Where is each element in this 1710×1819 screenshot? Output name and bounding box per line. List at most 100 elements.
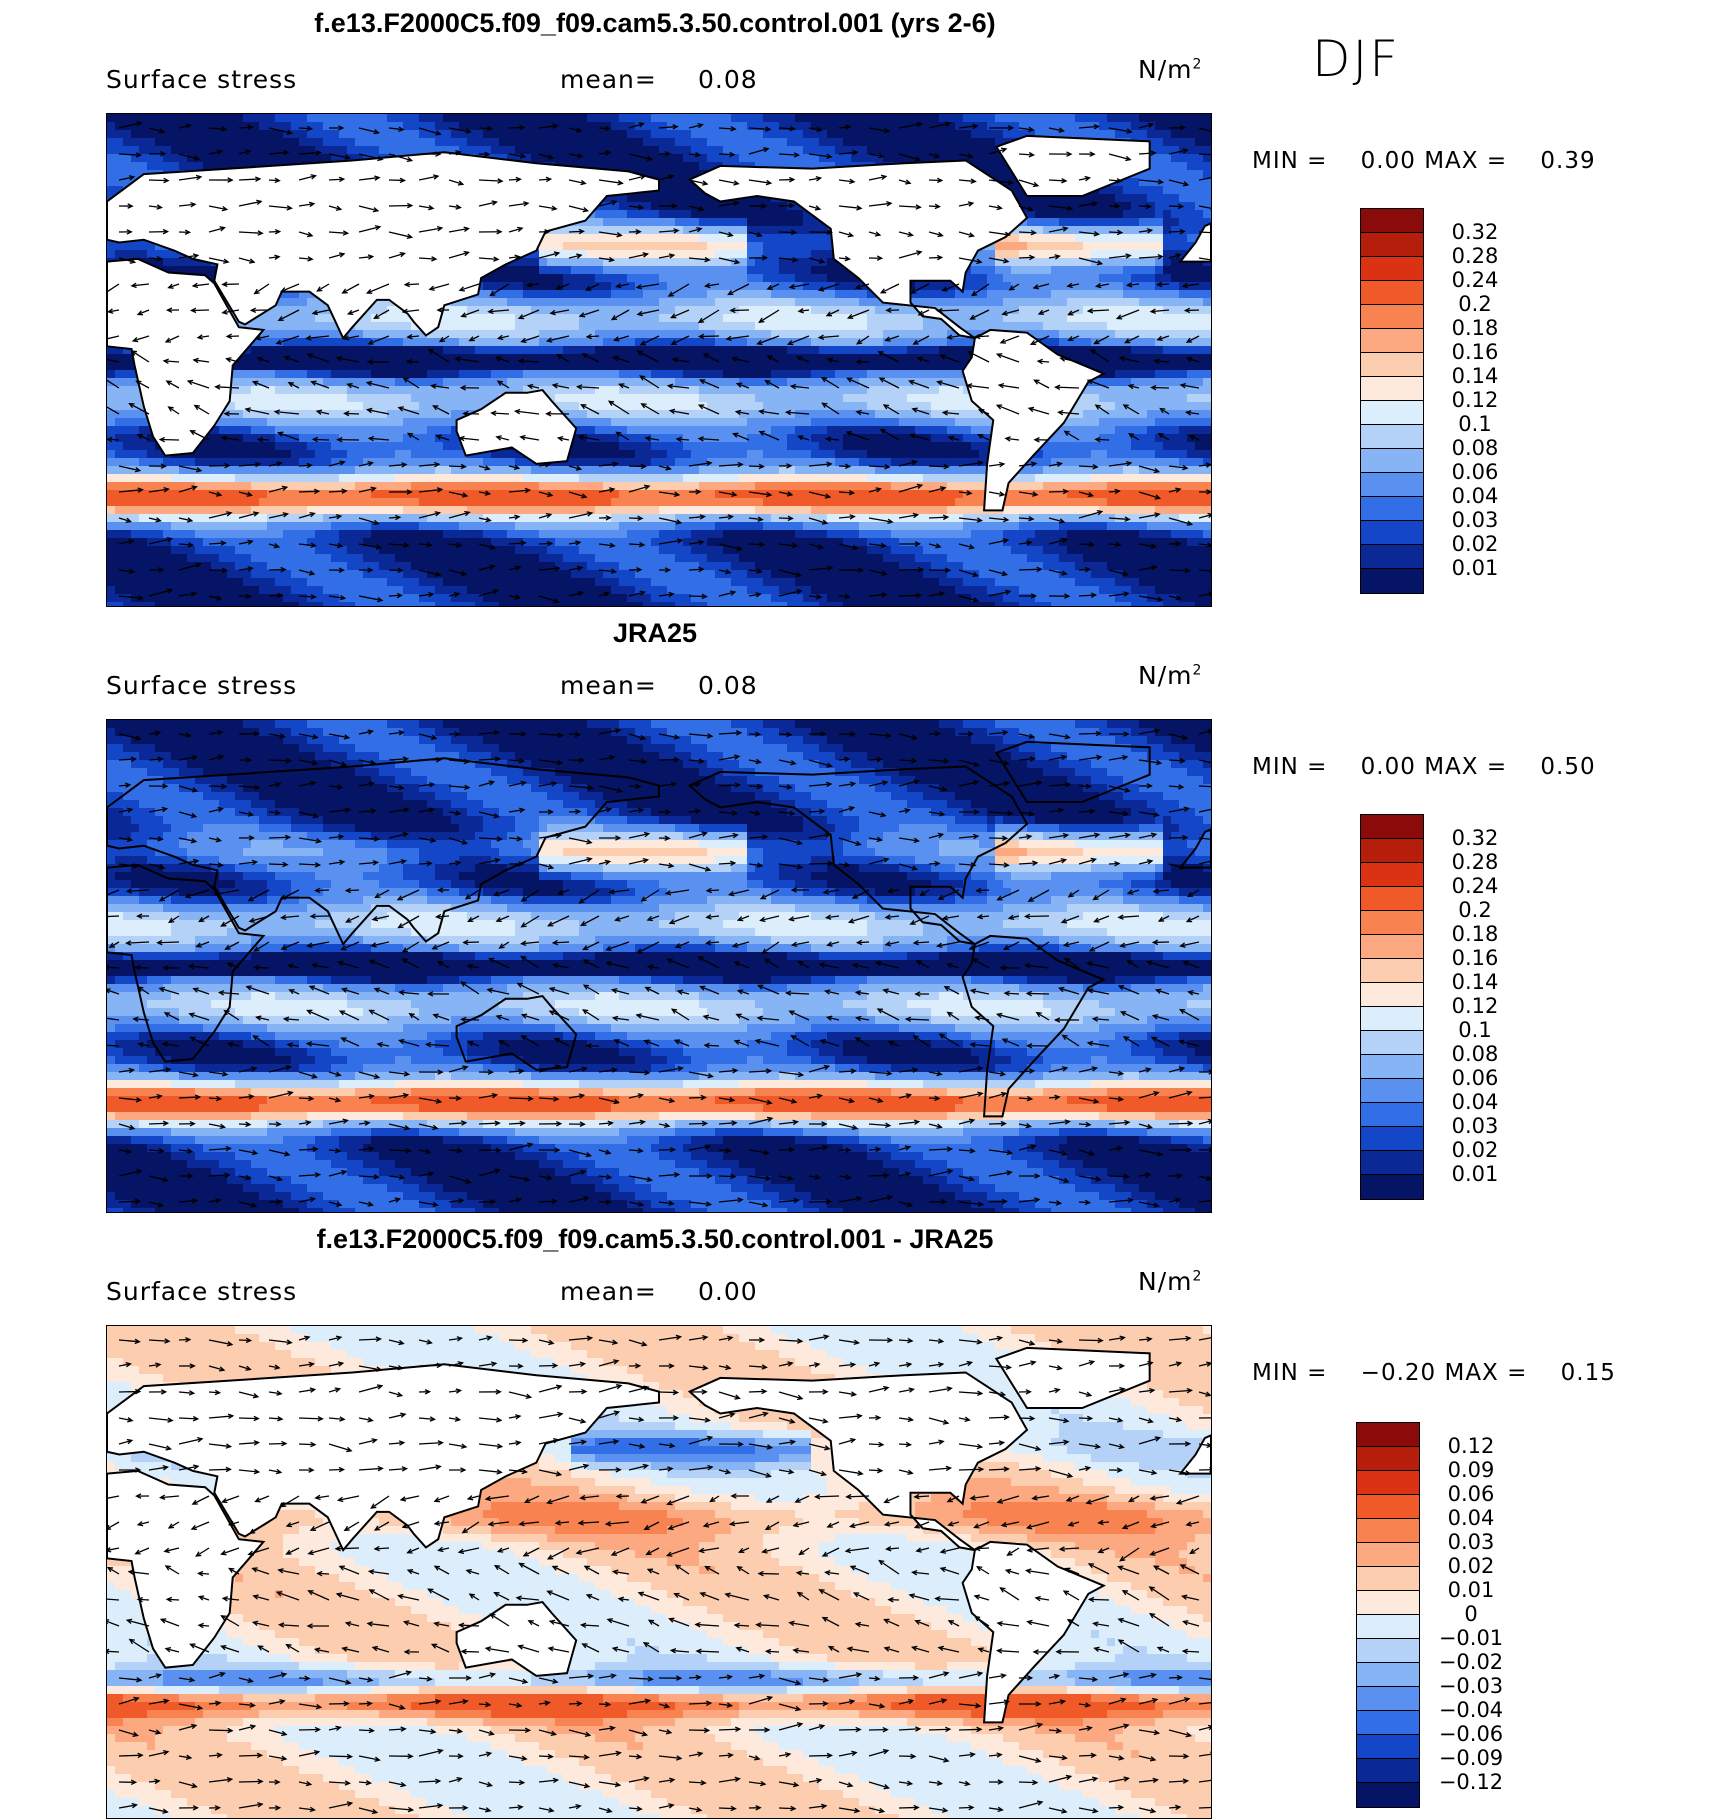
colorbar-label: 0.12: [1430, 994, 1520, 1018]
coastline: [107, 1363, 660, 1552]
colorbar-swatch: [1361, 401, 1423, 425]
colorbar-label: −0.09: [1426, 1746, 1516, 1770]
colorbar-label: 0.14: [1430, 364, 1520, 388]
coastline: [107, 1469, 266, 1669]
colorbar-swatch: [1361, 1175, 1423, 1199]
min-max-readout: MIN = 0.00 MAX = 0.39: [1252, 148, 1596, 174]
colorbar-swatch: [1361, 887, 1423, 911]
colorbar-swatch: [1357, 1735, 1419, 1759]
mean-label: mean=: [560, 1277, 657, 1306]
colorbar-label: 0.16: [1430, 946, 1520, 970]
field-label: Surface stress: [106, 65, 297, 94]
colorbar-label: 0.04: [1430, 1090, 1520, 1114]
map-diff: [106, 1325, 1212, 1819]
min-max-readout: MIN = −0.20 MAX = 0.15: [1252, 1360, 1616, 1386]
colorbar-swatch: [1361, 911, 1423, 935]
colorbar-swatch: [1361, 545, 1423, 569]
stress-vectors: [107, 120, 1211, 604]
panel-title: f.e13.F2000C5.f09_f09.cam5.3.50.control.…: [105, 1224, 1205, 1255]
colorbar-swatch: [1361, 497, 1423, 521]
colorbar-swatch: [1361, 425, 1423, 449]
colorbar-swatch: [1357, 1471, 1419, 1495]
colorbar-swatch: [1361, 473, 1423, 497]
colorbar-swatch: [1357, 1447, 1419, 1471]
panel-title: JRA25: [105, 618, 1205, 649]
coastline: [455, 994, 578, 1071]
colorbar-swatch: [1361, 569, 1423, 593]
colorbar-label: 0.28: [1430, 850, 1520, 874]
colorbar-swatch: [1361, 1007, 1423, 1031]
colorbar-swatch: [1361, 233, 1423, 257]
colorbar: [1360, 814, 1424, 1200]
colorbar-label: 0.28: [1430, 244, 1520, 268]
colorbar-swatch: [1361, 1031, 1423, 1055]
colorbar-label: 0.24: [1430, 874, 1520, 898]
map-model: [106, 113, 1212, 607]
colorbar-swatch: [1361, 377, 1423, 401]
colorbar: [1356, 1422, 1420, 1808]
colorbar-label: −0.02: [1426, 1650, 1516, 1674]
colorbar-swatch: [1357, 1639, 1419, 1663]
stress-vectors: [107, 1334, 1211, 1815]
colorbar-label: −0.12: [1426, 1770, 1516, 1794]
colorbar-swatch: [1357, 1783, 1419, 1807]
field-label: Surface stress: [106, 1277, 297, 1306]
colorbar-label: 0.32: [1430, 220, 1520, 244]
min-max-readout: MIN = 0.00 MAX = 0.50: [1252, 754, 1596, 780]
colorbar-swatch: [1361, 329, 1423, 353]
panel-model: f.e13.F2000C5.f09_f09.cam5.3.50.control.…: [0, 0, 1710, 607]
colorbar-swatch: [1361, 449, 1423, 473]
coastline: [455, 1600, 578, 1677]
colorbar-swatch: [1357, 1759, 1419, 1783]
stress-vectors: [107, 728, 1211, 1208]
colorbar-swatch: [1357, 1519, 1419, 1543]
colorbar-label: 0.03: [1426, 1530, 1516, 1554]
colorbar-swatch: [1361, 1079, 1423, 1103]
colorbar-swatch: [1357, 1495, 1419, 1519]
colorbar-swatch: [1357, 1687, 1419, 1711]
colorbar-label: 0.16: [1430, 340, 1520, 364]
mean-label: mean=: [560, 65, 657, 94]
colorbar-label: 0.12: [1426, 1434, 1516, 1458]
colorbar-label: −0.06: [1426, 1722, 1516, 1746]
colorbar-swatch: [1361, 1151, 1423, 1175]
colorbar-label: 0.04: [1426, 1506, 1516, 1530]
colorbar-label: 0.32: [1430, 826, 1520, 850]
coastline: [961, 934, 1106, 1118]
colorbar-label: 0.02: [1430, 532, 1520, 556]
colorbar-swatch: [1357, 1567, 1419, 1591]
colorbar-label: 0.04: [1430, 484, 1520, 508]
colorbar-label: 0.2: [1430, 292, 1520, 316]
colorbar-label: 0.24: [1430, 268, 1520, 292]
units-label: N/m2: [1138, 55, 1202, 84]
colorbar-swatch: [1357, 1423, 1419, 1447]
colorbar-label: 0.18: [1430, 922, 1520, 946]
colorbar-label: 0.18: [1430, 316, 1520, 340]
coastline: [961, 1540, 1106, 1724]
colorbar-swatch: [1357, 1615, 1419, 1639]
colorbar-label: 0.01: [1430, 556, 1520, 580]
colorbar-label: 0.14: [1430, 970, 1520, 994]
panel-title: f.e13.F2000C5.f09_f09.cam5.3.50.control.…: [105, 8, 1205, 39]
colorbar-swatch: [1361, 521, 1423, 545]
coastline: [107, 757, 660, 946]
units-label: N/m2: [1138, 1267, 1202, 1296]
colorbar-swatch: [1361, 1103, 1423, 1127]
units-label: N/m2: [1138, 661, 1202, 690]
colorbar-label: 0.08: [1430, 1042, 1520, 1066]
colorbar-swatch: [1361, 983, 1423, 1007]
colorbar-swatch: [1361, 839, 1423, 863]
colorbar-swatch: [1361, 1127, 1423, 1151]
colorbar-swatch: [1361, 353, 1423, 377]
stress-field: [107, 720, 1211, 1212]
land-masses: [107, 740, 1211, 1118]
colorbar-label: 0.06: [1426, 1482, 1516, 1506]
land-masses: [107, 1346, 1211, 1724]
colorbar-swatch: [1361, 1055, 1423, 1079]
colorbar-label: 0.08: [1430, 436, 1520, 460]
colorbar-swatch: [1361, 959, 1423, 983]
colorbar-label: 0.03: [1430, 508, 1520, 532]
colorbar-label: −0.04: [1426, 1698, 1516, 1722]
colorbar: [1360, 208, 1424, 594]
colorbar-label: 0.09: [1426, 1458, 1516, 1482]
